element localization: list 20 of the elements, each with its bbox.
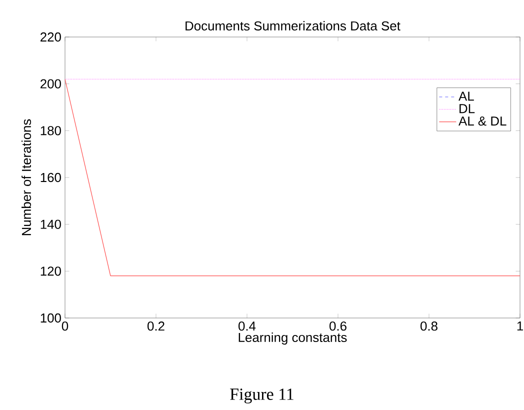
x-tick-label: 1 xyxy=(517,322,523,330)
x-tick-label: 0.4 xyxy=(238,322,256,331)
legend-label: AL & DL xyxy=(458,116,506,126)
y-tick-label: 200 xyxy=(40,79,61,88)
y-tick-label: 160 xyxy=(40,172,61,182)
y-tick-label: 100 xyxy=(40,313,61,323)
y-tick-label: 120 xyxy=(40,266,61,276)
x-tick-label: 0.8 xyxy=(420,322,438,331)
y-axis-title: Number of Iterations xyxy=(22,119,32,236)
y-tick-label: 140 xyxy=(40,220,61,229)
legend-label: AL xyxy=(458,92,474,101)
x-axis-title: Learning constants xyxy=(238,332,347,345)
chart-title: Documents Summerizations Data Set xyxy=(186,20,400,30)
x-tick-label: 0 xyxy=(62,322,68,331)
y-tick-label: 220 xyxy=(40,32,61,42)
caption: Figure 11 xyxy=(230,388,294,404)
legend-label: DL xyxy=(460,104,475,114)
x-tick-label: 0.6 xyxy=(330,322,346,331)
y-tick-label: 180 xyxy=(40,126,61,136)
x-tick-label: 0.2 xyxy=(148,322,164,331)
